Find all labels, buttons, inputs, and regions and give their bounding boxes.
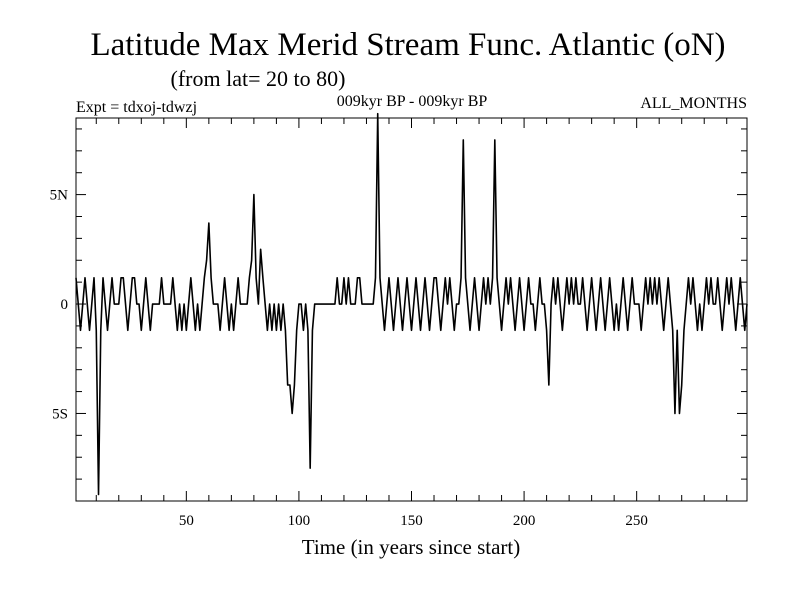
period-label: 009kyr BP - 009kyr BP xyxy=(337,93,488,110)
x-tick-label: 50 xyxy=(179,513,194,529)
season-label: ALL_MONTHS xyxy=(640,95,747,112)
y-tick-label: 0 xyxy=(61,297,69,313)
x-axis-tick-labels: 50 100 150 200 250 xyxy=(179,513,648,529)
y-tick-label: 5N xyxy=(50,188,69,204)
y-axis-ticks xyxy=(76,128,747,502)
x-tick-label: 250 xyxy=(625,513,648,529)
x-axis-label: Time (in years since start) xyxy=(302,535,521,559)
x-tick-label: 200 xyxy=(513,513,536,529)
chart-title: Latitude Max Merid Stream Func. Atlantic… xyxy=(90,27,725,63)
chart-subtitle: (from lat= 20 to 80) xyxy=(171,66,346,91)
experiment-label: Expt = tdxoj-tdwzj xyxy=(76,99,197,116)
y-axis-tick-labels: 5N 0 5S xyxy=(50,188,69,423)
x-tick-label: 150 xyxy=(400,513,423,529)
plot-frame xyxy=(75,117,748,502)
y-tick-label: 5S xyxy=(52,406,68,422)
series-line xyxy=(75,112,748,496)
x-axis-ticks xyxy=(95,118,728,501)
x-tick-label: 100 xyxy=(288,513,311,529)
